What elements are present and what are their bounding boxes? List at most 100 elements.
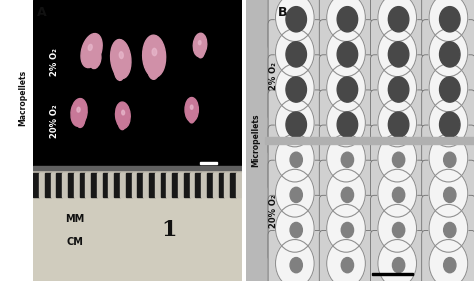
- Bar: [39, 173, 45, 197]
- Bar: [224, 173, 230, 197]
- Bar: [62, 173, 68, 197]
- Bar: [51, 173, 56, 197]
- Ellipse shape: [388, 77, 409, 102]
- Ellipse shape: [378, 99, 417, 147]
- Ellipse shape: [199, 40, 201, 45]
- Ellipse shape: [439, 112, 460, 137]
- Ellipse shape: [388, 7, 409, 32]
- Ellipse shape: [341, 258, 354, 273]
- Ellipse shape: [91, 51, 101, 69]
- Ellipse shape: [439, 7, 460, 32]
- Ellipse shape: [77, 107, 80, 112]
- Ellipse shape: [378, 204, 417, 252]
- Bar: [126, 173, 132, 197]
- FancyBboxPatch shape: [422, 195, 474, 261]
- Bar: [33, 166, 242, 170]
- Ellipse shape: [118, 117, 126, 130]
- Ellipse shape: [388, 42, 409, 67]
- Bar: [200, 162, 217, 164]
- FancyBboxPatch shape: [371, 90, 424, 156]
- Ellipse shape: [275, 64, 314, 112]
- Text: 20% O₂: 20% O₂: [269, 194, 278, 228]
- Ellipse shape: [444, 152, 456, 167]
- Ellipse shape: [275, 239, 314, 281]
- Ellipse shape: [341, 152, 354, 167]
- Ellipse shape: [143, 35, 165, 77]
- Bar: [190, 173, 195, 197]
- Bar: [114, 173, 120, 197]
- Ellipse shape: [337, 77, 358, 102]
- Bar: [45, 173, 51, 197]
- Ellipse shape: [286, 112, 307, 137]
- Ellipse shape: [337, 42, 358, 67]
- Ellipse shape: [341, 187, 354, 203]
- Bar: [143, 173, 149, 197]
- FancyBboxPatch shape: [371, 230, 424, 281]
- Bar: [172, 173, 178, 197]
- Bar: [91, 173, 97, 197]
- FancyBboxPatch shape: [422, 160, 474, 226]
- Ellipse shape: [152, 48, 157, 56]
- Bar: [56, 173, 62, 197]
- FancyBboxPatch shape: [319, 230, 373, 281]
- Bar: [213, 173, 219, 197]
- Ellipse shape: [429, 239, 468, 281]
- Ellipse shape: [275, 204, 314, 252]
- Text: 20% O₂: 20% O₂: [50, 104, 58, 138]
- Ellipse shape: [193, 33, 207, 57]
- FancyBboxPatch shape: [268, 195, 321, 261]
- FancyBboxPatch shape: [319, 0, 373, 51]
- Ellipse shape: [439, 42, 460, 67]
- Ellipse shape: [122, 110, 125, 115]
- Ellipse shape: [327, 204, 365, 252]
- Bar: [230, 173, 236, 197]
- Ellipse shape: [429, 64, 468, 112]
- Ellipse shape: [429, 204, 468, 252]
- Bar: [109, 173, 114, 197]
- Text: MM: MM: [65, 214, 84, 224]
- FancyBboxPatch shape: [268, 0, 321, 51]
- Bar: [155, 173, 161, 197]
- Ellipse shape: [119, 52, 123, 58]
- Bar: [166, 173, 172, 197]
- Bar: [80, 173, 85, 197]
- Ellipse shape: [378, 239, 417, 281]
- Text: Micropellets: Micropellets: [251, 114, 260, 167]
- Text: B: B: [278, 6, 288, 19]
- FancyBboxPatch shape: [319, 90, 373, 156]
- Ellipse shape: [88, 44, 92, 51]
- Bar: [149, 173, 155, 197]
- Ellipse shape: [392, 258, 405, 273]
- Bar: [372, 273, 412, 275]
- Ellipse shape: [378, 134, 417, 182]
- FancyBboxPatch shape: [422, 90, 474, 156]
- Ellipse shape: [275, 29, 314, 77]
- Text: Macropellets: Macropellets: [19, 70, 27, 126]
- Ellipse shape: [444, 223, 456, 238]
- Bar: [97, 173, 103, 197]
- Bar: [68, 173, 74, 197]
- Ellipse shape: [378, 64, 417, 112]
- FancyBboxPatch shape: [268, 55, 321, 121]
- Ellipse shape: [429, 134, 468, 182]
- Ellipse shape: [327, 0, 365, 42]
- Ellipse shape: [188, 111, 195, 123]
- Ellipse shape: [444, 258, 456, 273]
- Ellipse shape: [439, 77, 460, 102]
- Ellipse shape: [388, 112, 409, 137]
- Bar: [132, 173, 137, 197]
- Ellipse shape: [378, 169, 417, 217]
- Ellipse shape: [275, 99, 314, 147]
- Ellipse shape: [77, 114, 85, 128]
- Ellipse shape: [191, 105, 193, 109]
- FancyBboxPatch shape: [319, 20, 373, 86]
- Ellipse shape: [327, 169, 365, 217]
- Ellipse shape: [327, 64, 365, 112]
- Ellipse shape: [327, 99, 365, 147]
- Ellipse shape: [185, 98, 198, 122]
- Ellipse shape: [147, 58, 159, 79]
- Bar: [178, 173, 184, 197]
- Ellipse shape: [392, 152, 405, 167]
- Ellipse shape: [71, 99, 87, 126]
- Text: 1: 1: [161, 219, 176, 241]
